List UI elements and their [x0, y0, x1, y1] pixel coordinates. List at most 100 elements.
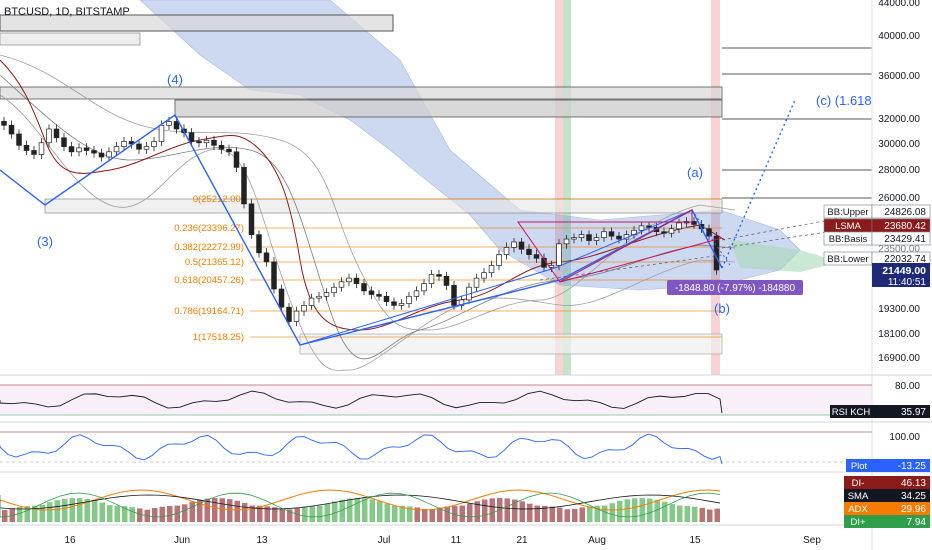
time-tick: 15 — [689, 535, 701, 546]
candle — [593, 233, 600, 246]
candle — [413, 286, 420, 301]
dmi-bar — [459, 505, 465, 522]
candle — [391, 297, 397, 310]
price-tag: BB:Basis 23429.41 — [823, 231, 931, 246]
dmi-bar — [174, 505, 180, 522]
candle-body — [166, 121, 172, 126]
price-tick: 26000.00 — [878, 193, 920, 204]
rsi-tag: RSI KCH 35.97 — [830, 405, 930, 418]
channel-line — [299, 209, 693, 346]
dmi-bar — [542, 505, 548, 522]
adx-line — [0, 489, 721, 511]
dmi-bar — [159, 506, 165, 522]
time-tick: 13 — [256, 535, 268, 546]
candle — [241, 163, 247, 209]
candle-body — [316, 295, 322, 299]
price-tick: 30000.00 — [878, 139, 920, 150]
price-tick: 28000.00 — [878, 165, 920, 176]
candle — [31, 145, 37, 159]
candle — [271, 257, 277, 294]
candle-body — [136, 143, 142, 150]
candle-body — [98, 152, 105, 158]
candle — [488, 260, 495, 278]
candle-body — [31, 150, 37, 155]
dmi-bar — [167, 505, 173, 522]
candle — [308, 293, 315, 310]
time-tick: 21 — [516, 535, 528, 546]
candle-body — [196, 141, 202, 144]
candle — [173, 117, 180, 134]
dmi-bar — [92, 500, 98, 522]
dmi-bar — [512, 499, 518, 522]
price-tick: 18100.00 — [878, 329, 920, 340]
osc-value-bg — [872, 459, 930, 472]
dmi-bar — [234, 500, 240, 522]
elliott-label: (4) — [167, 72, 183, 87]
dmi-value-bg — [872, 489, 930, 502]
dmi-bar — [84, 498, 90, 522]
candle-body — [278, 288, 285, 308]
time-tick: Jul — [378, 535, 391, 546]
dmi-bar — [384, 503, 390, 522]
bb-upper-line — [0, 54, 736, 331]
price-tick-hidden: 23500.00 — [878, 244, 920, 255]
candle-body — [106, 151, 112, 158]
candle-body — [421, 283, 427, 292]
candle — [196, 136, 202, 148]
dmi-bar — [302, 506, 308, 522]
candle — [188, 128, 195, 147]
candle — [301, 301, 307, 316]
candle-body — [263, 252, 270, 263]
candle — [578, 230, 585, 242]
candle-body — [53, 128, 60, 139]
dmi-bar — [332, 501, 338, 522]
candle — [151, 136, 157, 152]
wedge-lower — [559, 237, 723, 283]
dmi-label-bg — [844, 489, 872, 502]
candle-body — [218, 144, 225, 150]
cloud-green — [730, 240, 840, 272]
dmi-bar — [69, 498, 75, 522]
time-tick: Aug — [588, 535, 606, 546]
dmi-bar — [579, 507, 585, 522]
dmi-bar — [54, 500, 60, 522]
dmi-bar — [662, 501, 668, 522]
candle — [248, 199, 255, 239]
candle-body — [593, 237, 600, 241]
candle — [638, 221, 645, 235]
measure-tool: -1848.80 (-7.97%) -184880 — [667, 280, 803, 295]
candle-body — [158, 124, 165, 142]
dmi-bar — [99, 502, 105, 522]
candle — [496, 249, 502, 271]
dmi-bar — [429, 509, 435, 522]
candle — [458, 295, 465, 310]
candle-body — [586, 234, 592, 241]
candle — [346, 273, 352, 287]
candle-body — [503, 247, 510, 255]
candle — [83, 143, 90, 156]
candle — [473, 273, 480, 292]
candle-body — [16, 133, 22, 146]
elliott-label: (3) — [37, 234, 53, 249]
candle — [46, 124, 52, 148]
dmi-bar — [257, 505, 263, 522]
candle-body — [661, 231, 667, 234]
candle — [406, 291, 412, 308]
candle-body — [458, 299, 465, 306]
candle-body — [413, 290, 420, 297]
rsi-line — [0, 390, 723, 414]
candle — [263, 247, 270, 267]
candle-body — [608, 231, 615, 237]
candle-body — [38, 142, 45, 155]
dmi-bar — [32, 505, 38, 522]
dmi-bar — [392, 505, 398, 522]
dmi-bar — [527, 503, 533, 522]
price-tag-value: 24826.08 — [884, 207, 926, 218]
candle — [256, 230, 262, 258]
osc-tag: Plot -13.25 — [846, 459, 930, 472]
dmi-bar — [24, 506, 30, 522]
grey-box-mid-2 — [174, 99, 723, 118]
candle — [121, 136, 127, 152]
